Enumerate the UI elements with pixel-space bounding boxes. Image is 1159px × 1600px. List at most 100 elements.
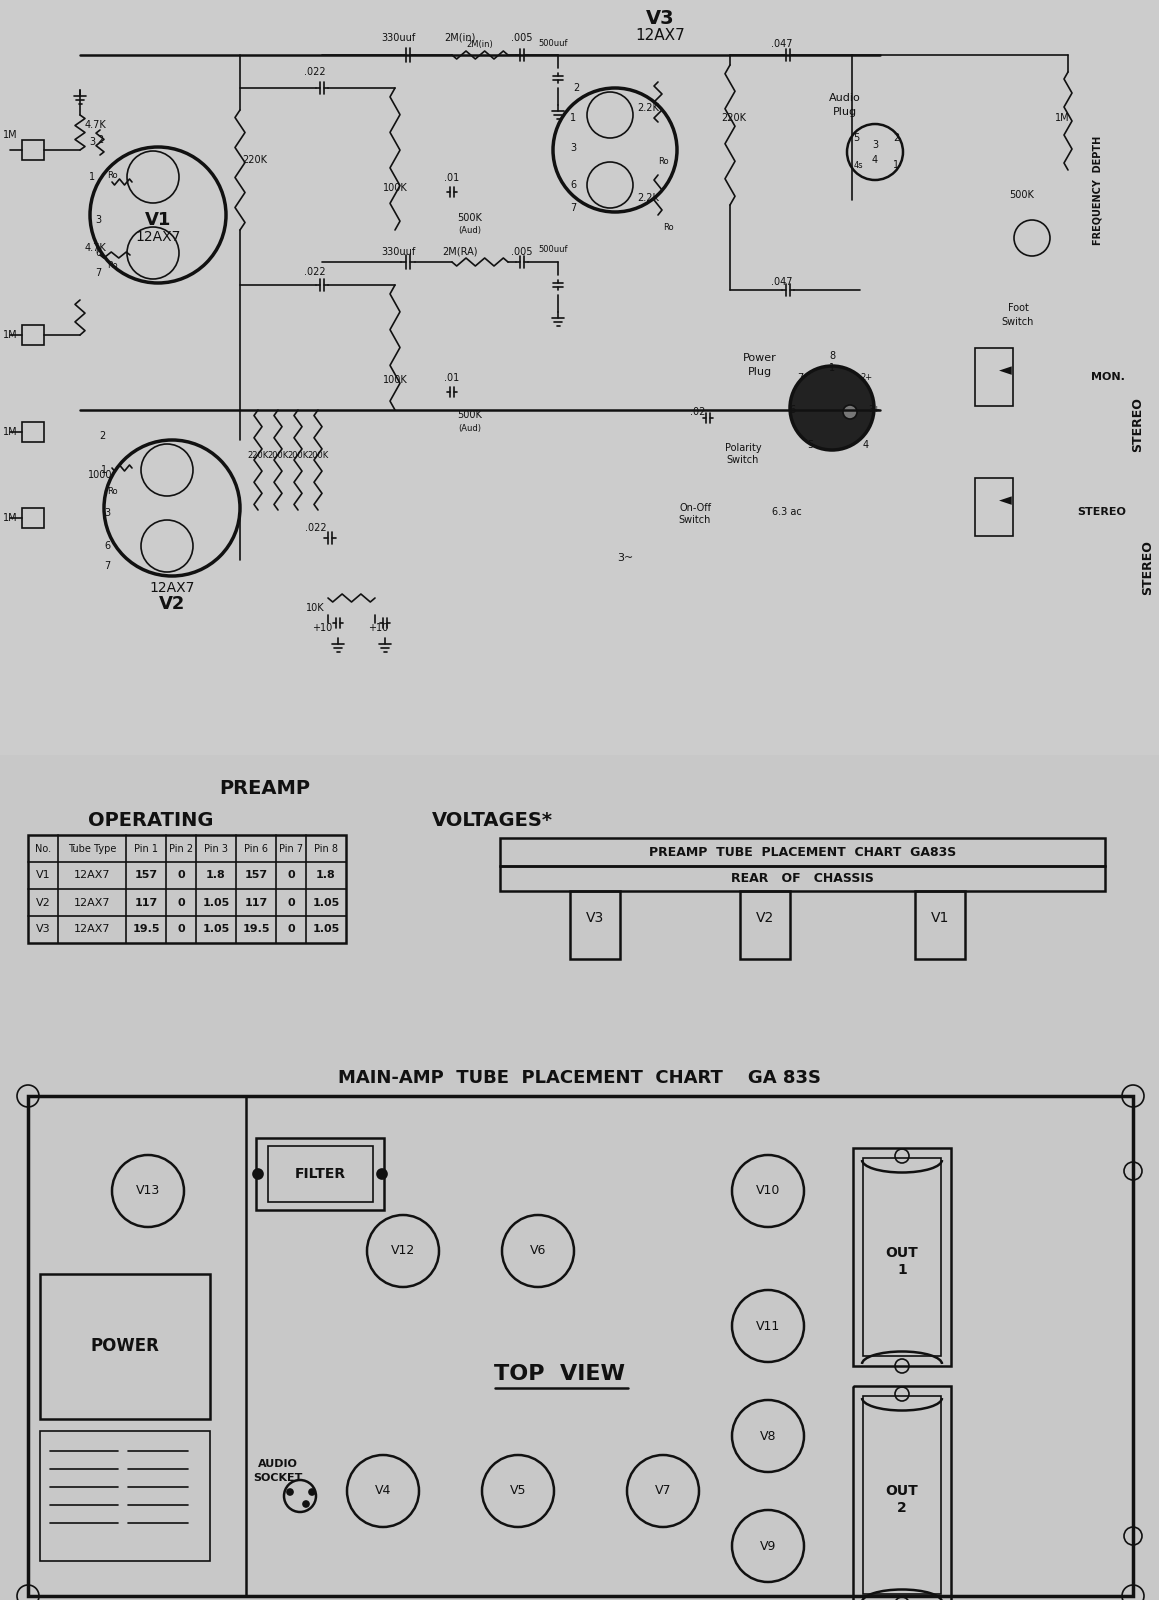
Text: 0: 0 <box>287 870 294 880</box>
Text: 7: 7 <box>104 562 110 571</box>
Text: Plug: Plug <box>748 366 772 378</box>
Text: Plug: Plug <box>833 107 857 117</box>
Text: .022: .022 <box>304 67 326 77</box>
Text: TOP  VIEW: TOP VIEW <box>495 1363 626 1384</box>
Bar <box>853 1149 952 1366</box>
Bar <box>863 1395 941 1594</box>
Circle shape <box>790 366 874 450</box>
Text: 117: 117 <box>245 898 268 907</box>
Text: 1.05: 1.05 <box>203 898 229 907</box>
Circle shape <box>309 1490 315 1494</box>
Text: Pin 1: Pin 1 <box>134 843 158 853</box>
Text: OUT: OUT <box>885 1485 918 1498</box>
Bar <box>28 1096 246 1597</box>
Text: .047: .047 <box>771 277 793 286</box>
Text: Pin 8: Pin 8 <box>314 843 338 853</box>
Text: V6: V6 <box>530 1245 546 1258</box>
Text: 330uuf: 330uuf <box>381 34 415 43</box>
Text: 4.7K: 4.7K <box>85 120 105 130</box>
Text: 1.05: 1.05 <box>313 898 340 907</box>
Text: Pin 2: Pin 2 <box>169 843 194 853</box>
Text: +10: +10 <box>312 622 333 634</box>
Text: 1: 1 <box>897 1262 906 1277</box>
Bar <box>22 325 44 346</box>
Text: .005: .005 <box>511 34 533 43</box>
Text: 3: 3 <box>570 142 576 154</box>
Text: 2: 2 <box>573 83 580 93</box>
Text: STEREO: STEREO <box>1142 541 1154 595</box>
Text: V1: V1 <box>145 211 172 229</box>
Text: Pin 3: Pin 3 <box>204 843 228 853</box>
Text: (Aud): (Aud) <box>459 226 481 235</box>
Text: .01: .01 <box>444 373 460 382</box>
Text: 2.2K: 2.2K <box>637 194 659 203</box>
Text: V10: V10 <box>756 1184 780 1197</box>
Text: 500K: 500K <box>458 410 482 419</box>
Text: V2: V2 <box>36 898 50 907</box>
Text: 220K: 220K <box>722 114 746 123</box>
Text: Pin 7: Pin 7 <box>279 843 302 853</box>
Bar <box>41 1274 210 1419</box>
Text: 3~: 3~ <box>617 554 633 563</box>
Text: 2: 2 <box>99 430 105 442</box>
Text: Ro: Ro <box>657 157 669 166</box>
Text: Ro: Ro <box>107 261 117 269</box>
Bar <box>0 755 1159 1054</box>
Bar <box>41 1430 210 1562</box>
Text: V3: V3 <box>36 925 50 934</box>
Text: V1: V1 <box>36 870 50 880</box>
Bar <box>975 349 1013 406</box>
Text: MON.: MON. <box>1091 371 1125 382</box>
Text: 100K: 100K <box>382 182 407 194</box>
Text: 2.2K: 2.2K <box>637 102 659 114</box>
Text: 157: 157 <box>245 870 268 880</box>
Text: On-Off: On-Off <box>679 502 710 514</box>
Text: 6: 6 <box>95 248 101 258</box>
Text: 2M(RA): 2M(RA) <box>443 246 478 258</box>
Text: 3: 3 <box>95 214 101 226</box>
Text: .01: .01 <box>444 173 460 182</box>
Text: POWER: POWER <box>90 1338 160 1355</box>
Text: 1M: 1M <box>3 130 19 141</box>
Text: 1: 1 <box>829 363 836 373</box>
Text: REAR   OF   CHASSIS: REAR OF CHASSIS <box>731 872 874 885</box>
Text: 200K: 200K <box>287 451 308 459</box>
Text: 2: 2 <box>97 134 103 146</box>
Text: 500uuf: 500uuf <box>538 245 568 254</box>
Text: Polarity: Polarity <box>724 443 761 453</box>
Text: 3+: 3+ <box>868 405 880 414</box>
Text: 0: 0 <box>177 925 184 934</box>
Text: (Aud): (Aud) <box>459 424 481 432</box>
Text: V8: V8 <box>760 1429 777 1443</box>
Text: PREAMP: PREAMP <box>219 779 311 797</box>
Text: +10: +10 <box>367 622 388 634</box>
Text: V9: V9 <box>760 1539 777 1552</box>
Text: 1: 1 <box>570 114 576 123</box>
Text: 1M: 1M <box>3 514 19 523</box>
Text: AUDIO: AUDIO <box>258 1459 298 1469</box>
Text: 3: 3 <box>89 138 95 147</box>
Bar <box>22 422 44 442</box>
Text: 19.5: 19.5 <box>132 925 160 934</box>
Text: Switch: Switch <box>727 454 759 466</box>
Text: V4: V4 <box>374 1485 392 1498</box>
Text: 4: 4 <box>863 440 869 450</box>
Text: 4: 4 <box>872 155 879 165</box>
Text: 500uuf: 500uuf <box>538 38 568 48</box>
Text: Switch: Switch <box>1001 317 1034 326</box>
Text: Foot: Foot <box>1007 302 1028 314</box>
Text: .02: .02 <box>691 406 706 418</box>
Text: Audio: Audio <box>829 93 861 102</box>
Text: ◄: ◄ <box>999 491 1012 509</box>
Text: Pin 6: Pin 6 <box>245 843 268 853</box>
Text: 12AX7: 12AX7 <box>635 29 685 43</box>
Text: PREAMP  TUBE  PLACEMENT  CHART  GA83S: PREAMP TUBE PLACEMENT CHART GA83S <box>649 845 956 859</box>
Text: 117: 117 <box>134 898 158 907</box>
Text: 200K: 200K <box>268 451 289 459</box>
Text: 0: 0 <box>177 870 184 880</box>
Text: Ro: Ro <box>107 488 117 496</box>
Text: STEREO: STEREO <box>1078 507 1127 517</box>
Text: No.: No. <box>35 843 51 853</box>
Text: 100K: 100K <box>382 374 407 386</box>
Text: Switch: Switch <box>679 515 712 525</box>
